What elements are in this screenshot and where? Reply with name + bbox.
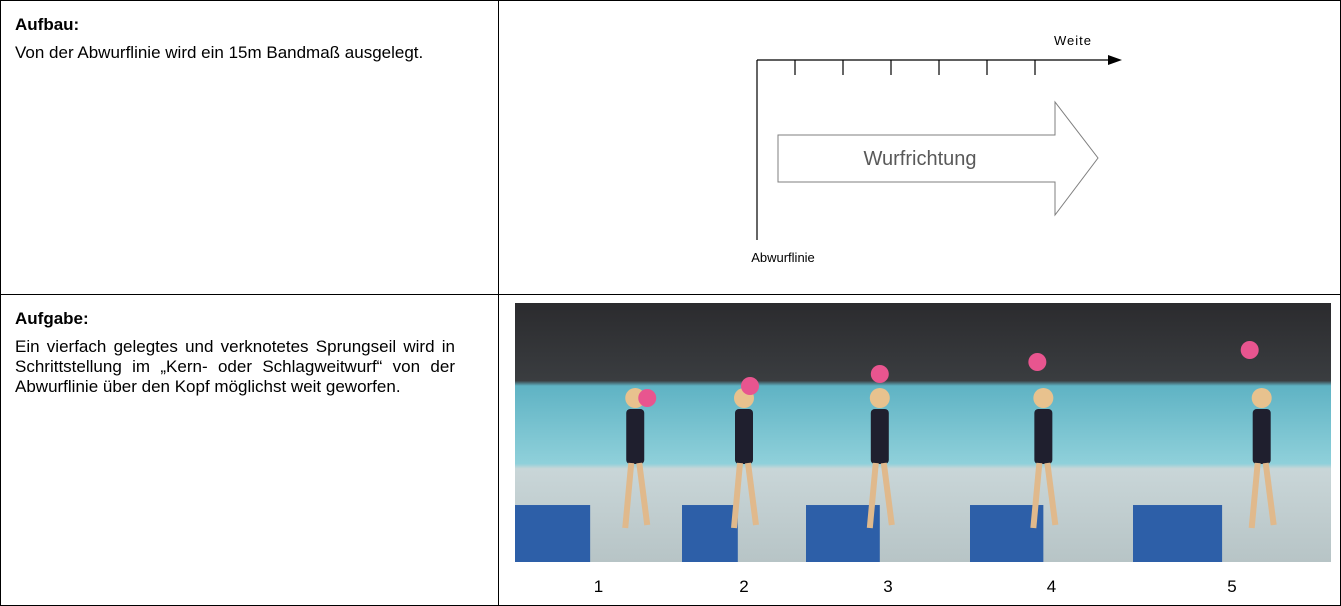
rope — [1028, 353, 1047, 371]
figure-body — [626, 409, 645, 464]
figure-leg — [1030, 462, 1043, 529]
mat — [806, 505, 880, 562]
line-label: Abwurflinie — [751, 250, 815, 265]
figure-leg — [636, 462, 651, 526]
arrow-head — [1108, 55, 1122, 65]
rope — [638, 389, 657, 407]
figure-head — [1033, 388, 1054, 408]
figure-leg — [622, 462, 635, 529]
measure-diagram — [756, 59, 1110, 240]
photo-caption: 3 — [883, 577, 892, 596]
figure-head — [1251, 388, 1272, 408]
figure-leg — [745, 462, 759, 526]
photo-caption: 5 — [1227, 577, 1236, 596]
photo-caption: 1 — [594, 577, 603, 596]
figure-body — [870, 409, 889, 464]
rope — [741, 377, 759, 395]
figure-leg — [731, 462, 743, 529]
mat — [682, 505, 738, 562]
mat — [970, 505, 1044, 562]
figure-head — [869, 388, 890, 408]
task-text: Ein vierfach gelegtes und verknotetes Sp… — [15, 337, 455, 396]
setup-title: Aufbau: — [15, 15, 80, 34]
figure-body — [1034, 409, 1053, 464]
figure-leg — [880, 462, 895, 526]
figure-leg — [1248, 462, 1261, 529]
figure-leg — [1044, 462, 1059, 526]
rope — [870, 365, 889, 383]
direction-arrow — [777, 100, 1099, 217]
rope — [1240, 341, 1259, 359]
task-title: Aufgabe: — [15, 309, 89, 328]
task-cell: Aufgabe: Ein vierfach gelegtes und verkn… — [0, 294, 499, 606]
photo-caption: 4 — [1047, 577, 1056, 596]
figure-body — [735, 409, 753, 464]
setup-text: Von der Abwurflinie wird ein 15m Bandmaß… — [15, 43, 424, 62]
mat — [1133, 505, 1223, 562]
figure-leg — [866, 462, 879, 529]
distance-label: Weite — [1054, 33, 1092, 48]
figure-body — [1252, 409, 1271, 464]
photo-caption: 2 — [739, 577, 748, 596]
figure-leg — [1262, 462, 1277, 526]
direction-label: Wurfrichtung — [863, 148, 976, 170]
photo-strip: 1 2 3 4 5 — [515, 303, 1331, 596]
mat — [515, 505, 591, 562]
